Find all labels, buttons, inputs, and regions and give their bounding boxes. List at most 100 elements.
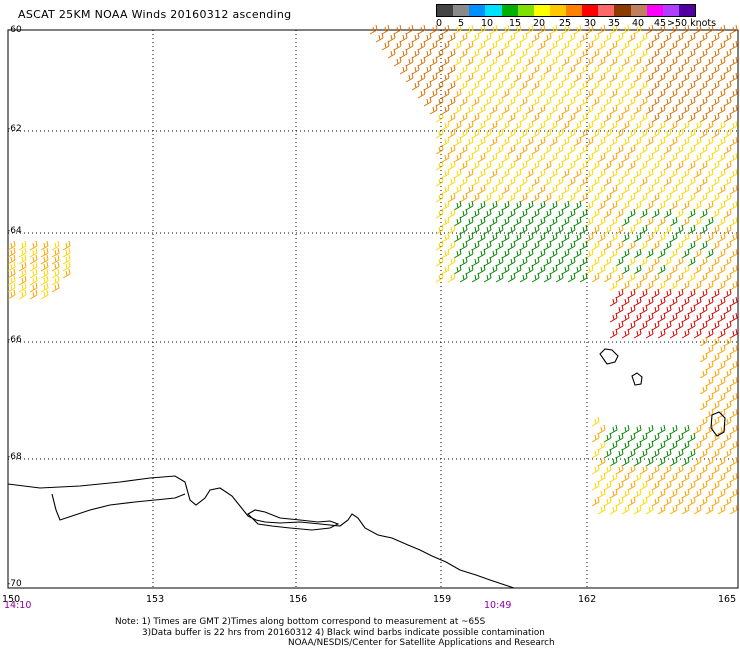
- wind-barb: [465, 232, 474, 243]
- wind-barb: [663, 64, 672, 75]
- wind-barb: [711, 464, 720, 475]
- wind-barb: [651, 160, 660, 171]
- wind-barb: [633, 328, 642, 339]
- wind-barb: [597, 40, 606, 51]
- wind-barb: [381, 24, 390, 35]
- wind-barb: [651, 128, 660, 139]
- wind-barb: [693, 504, 702, 515]
- wind-barb: [723, 320, 732, 331]
- wind-barb: [471, 208, 480, 219]
- wind-barb: [645, 168, 654, 179]
- wind-barb: [723, 496, 732, 507]
- wind-barb: [657, 456, 666, 467]
- wind-barb: [597, 72, 606, 83]
- wind-barb: [489, 24, 498, 35]
- wind-barb: [639, 80, 648, 91]
- wind-barb: [423, 32, 432, 43]
- wind-barb: [51, 254, 60, 265]
- wind-barb: [711, 336, 720, 347]
- wind-barb: [561, 40, 570, 51]
- wind-barb: [555, 272, 564, 283]
- wind-barb: [579, 224, 588, 235]
- wind-barb: [705, 56, 714, 67]
- wind-barb: [705, 424, 714, 435]
- wind-barb: [705, 216, 714, 227]
- wind-barb: [453, 72, 462, 83]
- wind-barb: [639, 240, 648, 251]
- lat-label: -70: [7, 579, 22, 589]
- wind-barb: [531, 224, 540, 235]
- wind-barb: [435, 192, 444, 203]
- wind-barb: [699, 432, 708, 443]
- wind-barb: [447, 160, 456, 171]
- wind-barb: [603, 192, 612, 203]
- wind-barb: [675, 256, 684, 267]
- wind-barb: [40, 282, 49, 293]
- wind-barb: [591, 144, 600, 155]
- legend-swatch: [598, 5, 615, 16]
- wind-barb: [537, 40, 546, 51]
- wind-barb: [543, 224, 552, 235]
- wind-barb: [29, 247, 38, 258]
- wind-barb: [375, 32, 384, 43]
- wind-barb: [717, 56, 726, 67]
- wind-barb: [609, 120, 618, 131]
- wind-barb: [633, 88, 642, 99]
- wind-barb: [615, 464, 624, 475]
- wind-barb: [705, 104, 714, 115]
- wind-barb: [717, 184, 726, 195]
- wind-barb: [513, 24, 522, 35]
- wind-barb: [627, 32, 636, 43]
- wind-barb: [651, 256, 660, 267]
- wind-barb: [729, 440, 738, 451]
- legend-swatch: [678, 5, 695, 16]
- legend-swatch: [630, 5, 647, 16]
- wind-barb: [489, 248, 498, 259]
- wind-barb: [627, 80, 636, 91]
- wind-barb: [597, 504, 606, 515]
- wind-barb: [543, 128, 552, 139]
- wind-barb: [549, 104, 558, 115]
- wind-barb: [501, 40, 510, 51]
- wind-barb: [543, 112, 552, 123]
- wind-barb: [657, 296, 666, 307]
- wind-barb: [651, 48, 660, 59]
- wind-barb: [555, 64, 564, 75]
- wind-barb: [669, 104, 678, 115]
- wind-barb: [681, 232, 690, 243]
- legend-label: 35: [608, 18, 621, 29]
- wind-barb: [609, 424, 618, 435]
- wind-barb: [435, 64, 444, 75]
- wind-barb: [29, 289, 38, 300]
- wind-barb: [657, 184, 666, 195]
- wind-barb: [579, 176, 588, 187]
- wind-barb: [441, 216, 450, 227]
- wind-barb: [645, 104, 654, 115]
- wind-barb: [639, 224, 648, 235]
- wind-barb: [549, 40, 558, 51]
- wind-barb: [531, 32, 540, 43]
- wind-barb: [717, 88, 726, 99]
- wind-barb: [693, 120, 702, 131]
- wind-barb: [657, 72, 666, 83]
- wind-barb: [531, 80, 540, 91]
- wind-barb: [501, 72, 510, 83]
- wind-barb: [621, 312, 630, 323]
- wind-barb: [513, 232, 522, 243]
- color-legend: 0 5 10 15 20 25 30 35 40 45 >50 knots: [436, 4, 716, 34]
- wind-barb: [555, 112, 564, 123]
- wind-barb: [537, 248, 546, 259]
- wind-barb: [711, 448, 720, 459]
- wind-barb: [681, 184, 690, 195]
- wind-barb: [645, 472, 654, 483]
- wind-barb: [453, 248, 462, 259]
- wind-barb: [435, 208, 444, 219]
- wind-barb: [621, 504, 630, 515]
- wind-barb: [615, 304, 624, 315]
- wind-barb: [585, 152, 594, 163]
- wind-barb: [711, 320, 720, 331]
- wind-barb: [717, 280, 726, 291]
- wind-barb: [435, 32, 444, 43]
- wind-barb: [501, 264, 510, 275]
- wind-barb: [669, 56, 678, 67]
